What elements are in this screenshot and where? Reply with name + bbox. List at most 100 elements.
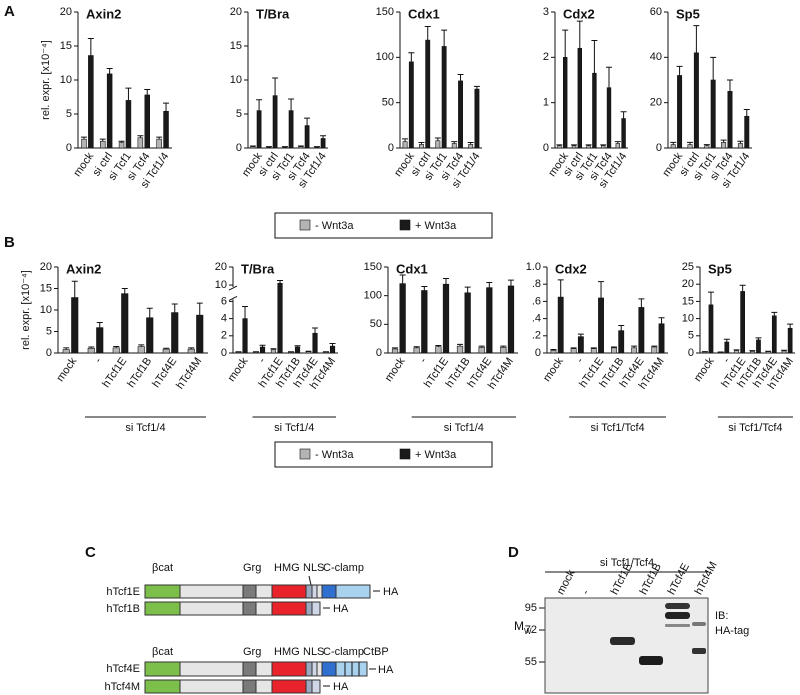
error-bar [614,141,621,144]
y-tick-label: 10 [682,313,694,325]
marker-label: 72 [525,624,537,636]
x-tick-label: mock [54,355,79,384]
error-bar [500,345,507,348]
y-tick-label: 15 [682,295,694,307]
legend-label: - Wnt3a [315,449,354,461]
error-bar [297,145,304,147]
error-bar [638,298,645,308]
error-bar [693,25,700,53]
bar [305,351,312,354]
domain-label: C-clamp [323,646,364,658]
tag-label: HA [333,603,349,615]
error-bar [106,67,113,74]
bar [81,138,87,149]
bar [570,348,577,354]
bar [312,332,318,354]
error-bar [658,317,665,324]
detection-label: IB: [715,610,728,622]
error-bar [196,302,203,316]
bar [601,145,606,149]
bar [266,147,272,149]
domain-label: HMG [274,562,300,574]
bar [288,110,294,149]
bar [631,347,638,354]
error-bar [138,344,145,347]
bar [391,348,399,354]
x-tick-label: mock [383,355,408,384]
y-tick-label: 0 [688,347,694,359]
bar [196,314,204,354]
bar [242,318,248,354]
y-tick-label: 0 [376,347,382,359]
band [665,603,690,609]
bar [421,290,428,354]
error-bar [733,349,740,351]
error-bar [294,345,301,347]
chart-title: T/Bra [241,261,275,276]
domain-label: Grg [243,562,261,574]
bar [744,115,750,149]
legend-box [274,441,493,468]
construct-name: hTcf4M [105,681,140,693]
y-tick-label: 100 [364,290,382,302]
y-tick-label: 60 [650,6,662,18]
bar [677,75,683,149]
y-tick-label: 0 [236,142,242,154]
bar [329,345,336,354]
error-bar [771,311,778,316]
error-bar [585,144,592,146]
bar [740,291,745,354]
bar [724,341,730,354]
bar [577,336,584,354]
x-tick-label: mock [692,355,717,384]
error-bar [457,343,464,347]
y-tick-label: 15 [230,40,242,52]
bar [146,317,154,354]
error-bar [687,141,694,145]
domain-label: C-clamp [323,562,364,574]
legend-label: - Wnt3a [315,220,354,232]
y-tick-label: .2 [532,330,541,342]
error-bar [413,346,420,348]
error-bar [781,349,788,351]
y-tick-label: 3 [543,6,549,18]
chart-title: Axin2 [66,261,101,276]
domain-label: NLS [303,646,324,658]
error-bar [457,74,464,81]
error-bar [270,348,277,350]
bar [621,118,626,149]
bar [137,137,144,149]
lane-label: hTcf4M [693,560,720,597]
error-bar [137,135,144,138]
bar [571,145,577,149]
bar [577,47,582,149]
y-axis-label: rel. expr. [x10⁻⁴] [40,40,52,120]
error-bar [402,138,409,142]
y-tick-label: 20 [60,6,72,18]
bar [144,94,150,149]
bar [562,57,568,149]
chart-title: Sp5 [676,6,700,21]
bar [96,327,104,354]
y-tick-label: 0 [535,347,541,359]
error-bar [288,98,295,111]
error-bar [464,286,471,293]
bar [162,348,170,354]
y-tick-label: 20 [40,261,52,273]
y-tick-label: 15 [60,40,72,52]
bar [651,346,658,354]
y-tick-label: 0 [656,142,662,154]
error-bar [787,323,794,329]
error-bar [320,135,327,139]
construct-bar [144,601,321,616]
bar [500,346,507,354]
error-bar [550,349,557,351]
error-bar [424,26,431,41]
bar [112,347,120,354]
band [692,622,706,626]
lane-label: - [580,588,592,597]
error-bar [631,345,638,348]
error-bar [577,333,584,337]
